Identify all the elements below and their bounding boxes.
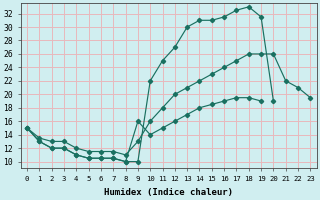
X-axis label: Humidex (Indice chaleur): Humidex (Indice chaleur) bbox=[104, 188, 233, 197]
